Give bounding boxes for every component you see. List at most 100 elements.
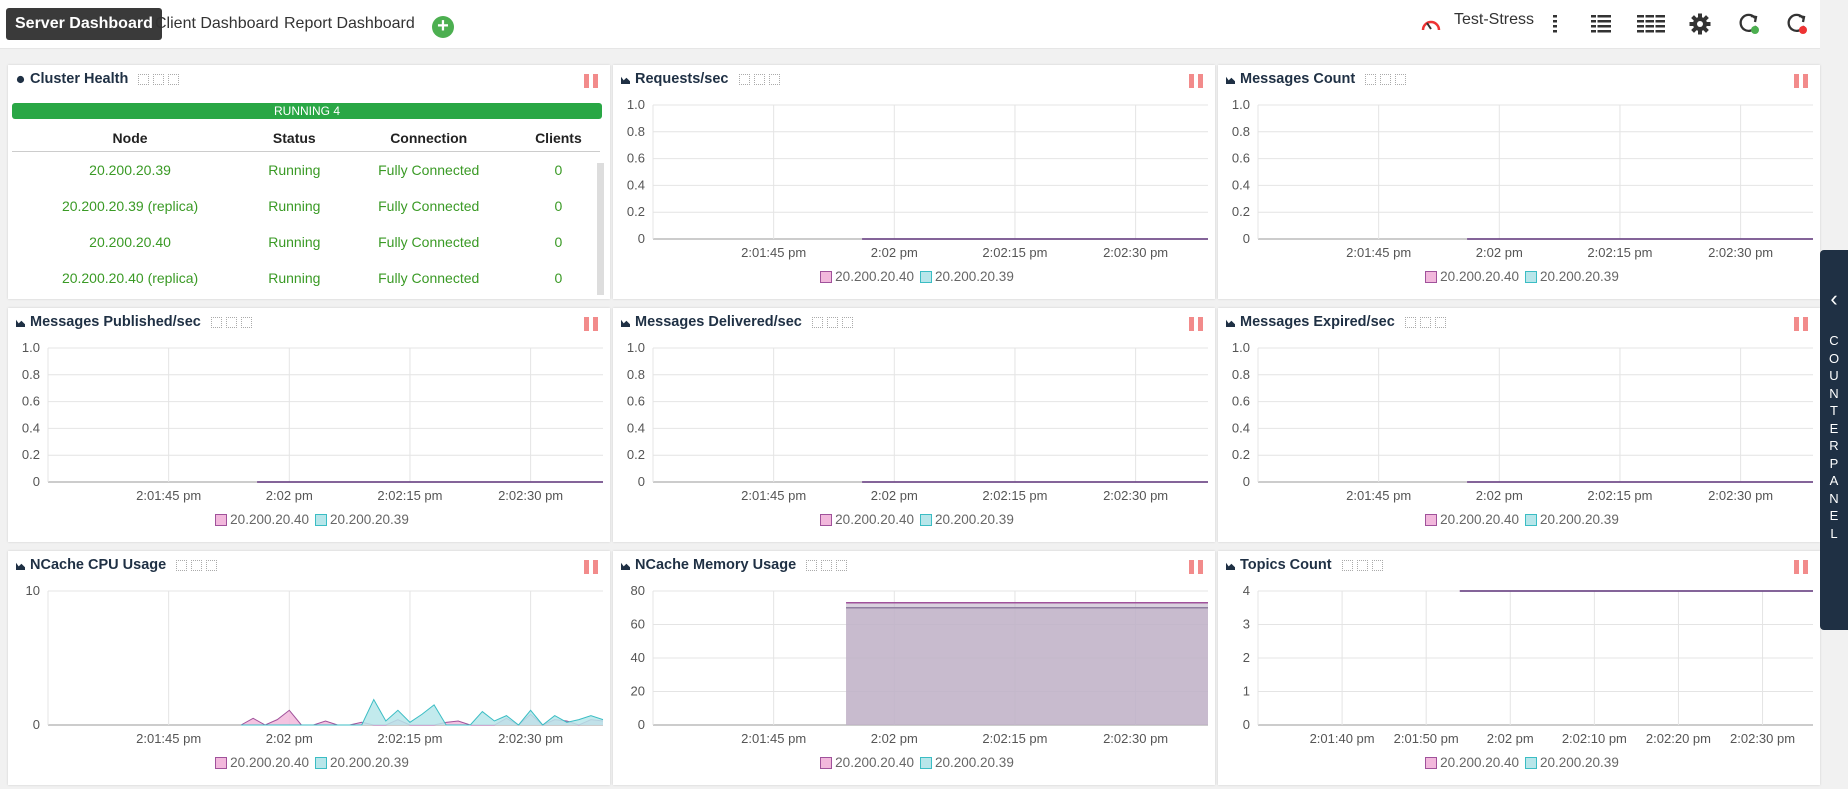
- legend-label[interactable]: 20.200.20.40: [230, 755, 309, 770]
- x-tick-label: 2:02:20 pm: [1646, 731, 1711, 746]
- expand-icon[interactable]: [753, 73, 765, 85]
- compress-icon[interactable]: [1365, 73, 1377, 85]
- legend-swatch[interactable]: [820, 757, 833, 769]
- pause-button[interactable]: [1794, 317, 1808, 331]
- x-tick-label: 2:02 pm: [1476, 245, 1523, 260]
- legend-swatch[interactable]: [215, 514, 228, 526]
- panel-title: NCache CPU Usage: [16, 557, 218, 573]
- pause-button[interactable]: [1189, 560, 1203, 574]
- pause-button[interactable]: [1189, 74, 1203, 88]
- expand-icon[interactable]: [225, 316, 237, 328]
- legend-swatch[interactable]: [920, 757, 932, 769]
- cluster-name[interactable]: Test-Stress: [1454, 11, 1535, 28]
- expand-icon[interactable]: [826, 316, 838, 328]
- y-tick-label: 80: [631, 583, 645, 598]
- legend-swatch[interactable]: [215, 757, 228, 769]
- y-tick-label: 0: [1243, 717, 1250, 732]
- pause-button[interactable]: [584, 560, 598, 574]
- three-column-layout-icon[interactable]: [1636, 10, 1666, 38]
- legend-label[interactable]: 20.200.20.40: [230, 512, 309, 527]
- legend-swatch[interactable]: [315, 757, 327, 769]
- legend-swatch[interactable]: [920, 514, 932, 526]
- fullscreen-icon[interactable]: [1371, 559, 1383, 571]
- fullscreen-icon[interactable]: [240, 316, 252, 328]
- tab-server-dashboard[interactable]: Server Dashboard: [6, 8, 162, 40]
- add-dashboard-button[interactable]: +: [432, 16, 454, 38]
- fullscreen-icon[interactable]: [1395, 73, 1407, 85]
- refresh-green-icon[interactable]: [1734, 10, 1764, 38]
- compress-icon[interactable]: [811, 316, 823, 328]
- expand-icon[interactable]: [1419, 316, 1431, 328]
- legend-label[interactable]: 20.200.20.39: [935, 269, 1014, 284]
- expand-icon[interactable]: [1356, 559, 1368, 571]
- legend-swatch[interactable]: [1425, 514, 1438, 526]
- legend-label[interactable]: 20.200.20.39: [935, 512, 1014, 527]
- gear-icon[interactable]: [1685, 10, 1715, 38]
- two-column-layout-icon[interactable]: [1586, 10, 1616, 38]
- legend-swatch[interactable]: [1525, 271, 1537, 283]
- legend-swatch[interactable]: [920, 271, 932, 283]
- chart-icon: [1226, 562, 1235, 570]
- fullscreen-icon[interactable]: [836, 559, 848, 571]
- expand-icon[interactable]: [821, 559, 833, 571]
- tab-report-dashboard[interactable]: Report Dashboard: [284, 15, 415, 32]
- legend-label[interactable]: 20.200.20.39: [1540, 512, 1619, 527]
- clients-cell: 0: [554, 162, 563, 178]
- x-tick-label: 2:02:15 pm: [1587, 488, 1652, 503]
- expand-icon[interactable]: [153, 73, 165, 85]
- legend-swatch[interactable]: [1525, 514, 1537, 526]
- compress-icon[interactable]: [1341, 559, 1353, 571]
- legend-label[interactable]: 20.200.20.40: [835, 269, 914, 284]
- x-tick-label: 2:02:15 pm: [982, 245, 1047, 260]
- compress-icon[interactable]: [210, 316, 222, 328]
- chart-title: Messages Count: [1240, 71, 1356, 87]
- pause-button[interactable]: [1794, 560, 1808, 574]
- pause-button[interactable]: [1794, 74, 1808, 88]
- legend-label[interactable]: 20.200.20.40: [835, 755, 914, 770]
- legend-label[interactable]: 20.200.20.39: [1540, 755, 1619, 770]
- legend-label[interactable]: 20.200.20.40: [835, 512, 914, 527]
- compress-icon[interactable]: [1404, 316, 1416, 328]
- legend-label[interactable]: 20.200.20.39: [1540, 269, 1619, 284]
- messages-published-panel: Messages Published/sec 1.0 0.8 0.6 0.4 0.2 0 2:…: [8, 308, 610, 542]
- counter-panel-toggle[interactable]: ‹ COUNTER PANEL: [1820, 250, 1848, 630]
- fullscreen-icon[interactable]: [168, 73, 180, 85]
- fullscreen-icon[interactable]: [768, 73, 780, 85]
- legend-label[interactable]: 20.200.20.39: [330, 755, 409, 770]
- legend-swatch[interactable]: [820, 514, 833, 526]
- y-tick-label: 0: [1243, 231, 1250, 246]
- clients-cell: 0: [554, 198, 563, 214]
- table-scrollbar[interactable]: [597, 163, 604, 295]
- tab-client-dashboard[interactable]: Client Dashboard: [155, 15, 279, 32]
- legend-swatch[interactable]: [1425, 271, 1438, 283]
- compress-icon[interactable]: [176, 559, 188, 571]
- chart-title: Messages Delivered/sec: [635, 314, 802, 330]
- fullscreen-icon[interactable]: [206, 559, 218, 571]
- panel-title: NCache Memory Usage: [621, 557, 848, 573]
- compress-icon[interactable]: [738, 73, 750, 85]
- legend-label[interactable]: 20.200.20.40: [1440, 755, 1519, 770]
- y-tick-label: 20: [631, 684, 645, 699]
- legend-label[interactable]: 20.200.20.39: [935, 755, 1014, 770]
- legend-label[interactable]: 20.200.20.39: [330, 512, 409, 527]
- single-column-layout-icon[interactable]: [1540, 10, 1570, 38]
- fullscreen-icon[interactable]: [841, 316, 853, 328]
- legend-swatch[interactable]: [1425, 757, 1438, 769]
- pause-button[interactable]: [584, 317, 598, 331]
- compress-icon[interactable]: [138, 73, 150, 85]
- fullscreen-icon[interactable]: [1434, 316, 1446, 328]
- connection-cell: Fully Connected: [378, 162, 480, 178]
- y-tick-label: 0.4: [627, 420, 645, 435]
- series-area: [846, 607, 1208, 725]
- expand-icon[interactable]: [191, 559, 203, 571]
- expand-icon[interactable]: [1380, 73, 1392, 85]
- legend-label[interactable]: 20.200.20.40: [1440, 269, 1519, 284]
- pause-button[interactable]: [584, 74, 598, 88]
- refresh-red-icon[interactable]: [1782, 10, 1812, 38]
- pause-button[interactable]: [1189, 317, 1203, 331]
- legend-label[interactable]: 20.200.20.40: [1440, 512, 1519, 527]
- legend-swatch[interactable]: [1525, 757, 1537, 769]
- compress-icon[interactable]: [806, 559, 818, 571]
- legend-swatch[interactable]: [315, 514, 327, 526]
- legend-swatch[interactable]: [820, 271, 833, 283]
